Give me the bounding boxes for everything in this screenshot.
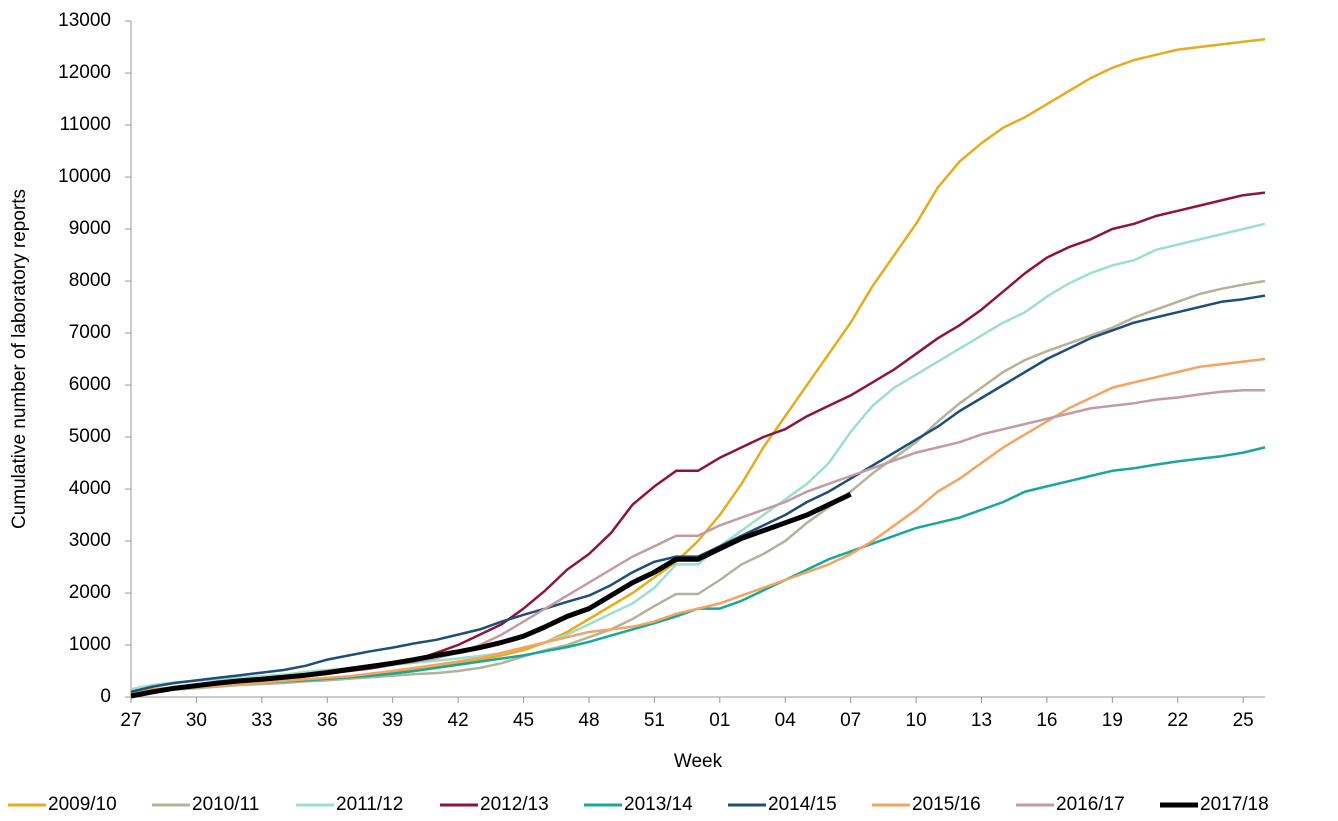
x-tick-label: 30: [186, 710, 207, 731]
y-tick-label: 2000: [69, 582, 111, 603]
legend-label: 2010/11: [192, 794, 259, 815]
x-tick-label: 25: [1233, 710, 1254, 731]
y-tick-label: 5000: [69, 426, 111, 447]
series-line: [130, 191, 1266, 696]
y-tick-label: 11000: [60, 114, 111, 135]
y-tick-label: 7000: [69, 322, 111, 343]
y-tick-label: 10000: [58, 166, 111, 187]
legend-label: 2017/18: [1200, 794, 1269, 815]
legend-label: 2014/15: [768, 794, 837, 815]
legend-label: 2009/10: [48, 794, 117, 815]
x-tick-label: 36: [317, 710, 338, 731]
x-axis-title: Week: [674, 751, 723, 772]
x-tick-label: 19: [1102, 710, 1123, 731]
y-tick-label: 8000: [69, 270, 111, 291]
series-line: [130, 222, 1266, 691]
series-line: [130, 491, 852, 699]
y-tick-label: 12000: [58, 62, 111, 83]
y-tick-label: 6000: [69, 374, 111, 395]
x-tick-label: 10: [906, 710, 927, 731]
y-tick-label: 1000: [69, 634, 111, 655]
x-tick-label: 45: [513, 710, 534, 731]
y-tick-label: 9000: [69, 218, 111, 239]
series-line: [130, 294, 1266, 694]
y-tick-label: 4000: [69, 478, 111, 499]
x-tick-label: 01: [709, 710, 730, 731]
x-tick-label: 51: [644, 710, 665, 731]
x-tick-label: 07: [840, 710, 861, 731]
y-tick-label: 3000: [69, 530, 111, 551]
y-axis-title: Cumulative number of laboratory reports: [9, 189, 30, 529]
legend-label: 2015/16: [912, 794, 981, 815]
x-tick-label: 13: [971, 710, 992, 731]
y-tick-label: 0: [100, 686, 111, 707]
x-tick-label: 33: [251, 710, 272, 731]
x-tick-label: 22: [1167, 710, 1188, 731]
legend-label: 2013/14: [624, 794, 693, 815]
series-line: [130, 279, 1266, 696]
series-line: [130, 357, 1266, 696]
legend-label: 2011/12: [336, 794, 403, 815]
x-tick-label: 42: [448, 710, 469, 731]
x-tick-label: 39: [382, 710, 403, 731]
y-tick-label: 13000: [58, 10, 111, 31]
x-tick-label: 04: [775, 710, 797, 731]
series-line: [130, 446, 1266, 696]
x-tick-label: 16: [1036, 710, 1057, 731]
x-tick-label: 27: [120, 710, 141, 731]
x-tick-label: 48: [578, 710, 599, 731]
legend-label: 2016/17: [1056, 794, 1125, 815]
legend-label: 2012/13: [480, 794, 549, 815]
